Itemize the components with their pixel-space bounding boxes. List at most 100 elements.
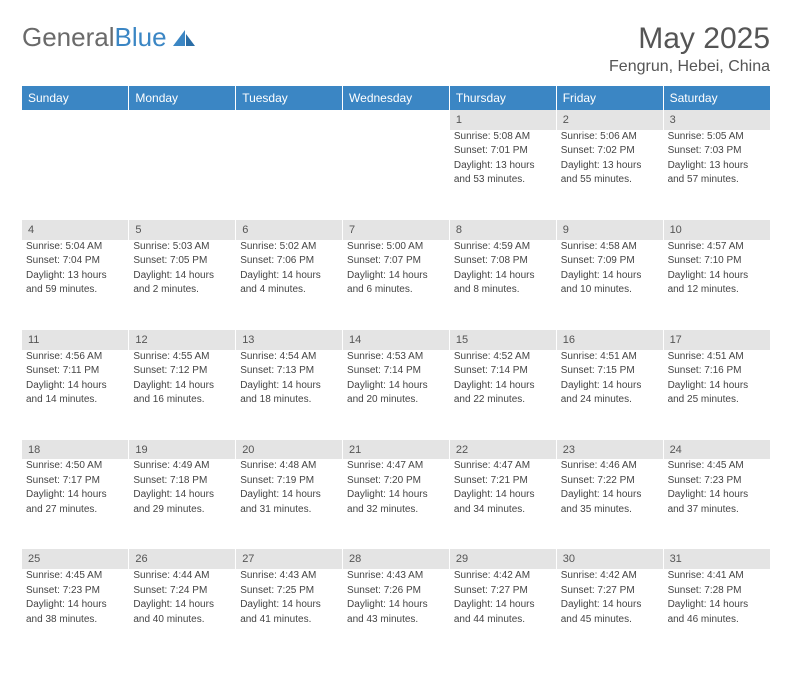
d2-text: and 59 minutes. xyxy=(26,283,124,297)
sunrise-text: Sunrise: 4:58 AM xyxy=(561,240,659,254)
day-number-cell: 31 xyxy=(663,549,770,569)
sunrise-text: Sunrise: 5:06 AM xyxy=(561,130,659,144)
day-number-cell: 17 xyxy=(663,330,770,350)
day-number-cell: 1 xyxy=(449,110,556,130)
d1-text: Daylight: 14 hours xyxy=(240,598,338,612)
d2-text: and 45 minutes. xyxy=(561,613,659,627)
day-info-cell: Sunrise: 4:45 AMSunset: 7:23 PMDaylight:… xyxy=(663,459,770,549)
sunset-text: Sunset: 7:04 PM xyxy=(26,254,124,268)
sunrise-text: Sunrise: 5:04 AM xyxy=(26,240,124,254)
day-info-cell: Sunrise: 4:46 AMSunset: 7:22 PMDaylight:… xyxy=(556,459,663,549)
sunrise-text: Sunrise: 4:43 AM xyxy=(240,569,338,583)
weekday-header: Sunday xyxy=(22,86,129,110)
day-number-cell: 5 xyxy=(129,220,236,240)
d1-text: Daylight: 14 hours xyxy=(561,379,659,393)
sunset-text: Sunset: 7:02 PM xyxy=(561,144,659,158)
d2-text: and 38 minutes. xyxy=(26,613,124,627)
d2-text: and 37 minutes. xyxy=(668,503,766,517)
sunset-text: Sunset: 7:22 PM xyxy=(561,474,659,488)
calendar-table: Sunday Monday Tuesday Wednesday Thursday… xyxy=(22,86,770,659)
sunset-text: Sunset: 7:17 PM xyxy=(26,474,124,488)
day-number-cell: 16 xyxy=(556,330,663,350)
day-number-cell: 6 xyxy=(236,220,343,240)
d2-text: and 14 minutes. xyxy=(26,393,124,407)
sunset-text: Sunset: 7:21 PM xyxy=(454,474,552,488)
sunset-text: Sunset: 7:23 PM xyxy=(668,474,766,488)
day-info-cell: Sunrise: 4:56 AMSunset: 7:11 PMDaylight:… xyxy=(22,350,129,440)
sunset-text: Sunset: 7:18 PM xyxy=(133,474,231,488)
sunset-text: Sunset: 7:06 PM xyxy=(240,254,338,268)
day-info-cell: Sunrise: 5:05 AMSunset: 7:03 PMDaylight:… xyxy=(663,130,770,220)
d2-text: and 32 minutes. xyxy=(347,503,445,517)
day-number-cell: 10 xyxy=(663,220,770,240)
sunset-text: Sunset: 7:27 PM xyxy=(561,584,659,598)
day-info-cell: Sunrise: 4:53 AMSunset: 7:14 PMDaylight:… xyxy=(343,350,450,440)
d2-text: and 44 minutes. xyxy=(454,613,552,627)
d1-text: Daylight: 13 hours xyxy=(668,159,766,173)
sunset-text: Sunset: 7:07 PM xyxy=(347,254,445,268)
day-info-cell: Sunrise: 4:44 AMSunset: 7:24 PMDaylight:… xyxy=(129,569,236,659)
d1-text: Daylight: 14 hours xyxy=(668,488,766,502)
d1-text: Daylight: 14 hours xyxy=(133,269,231,283)
calendar-page: GeneralBlue May 2025 Fengrun, Hebei, Chi… xyxy=(0,0,792,675)
day-number-cell: 3 xyxy=(663,110,770,130)
day-info-cell: Sunrise: 4:42 AMSunset: 7:27 PMDaylight:… xyxy=(449,569,556,659)
sunset-text: Sunset: 7:14 PM xyxy=(347,364,445,378)
day-info-cell: Sunrise: 5:00 AMSunset: 7:07 PMDaylight:… xyxy=(343,240,450,330)
weekday-header: Monday xyxy=(129,86,236,110)
d1-text: Daylight: 14 hours xyxy=(347,379,445,393)
day-number-cell: 29 xyxy=(449,549,556,569)
day-info-row: Sunrise: 5:08 AMSunset: 7:01 PMDaylight:… xyxy=(22,130,770,220)
d1-text: Daylight: 14 hours xyxy=(561,598,659,612)
d2-text: and 16 minutes. xyxy=(133,393,231,407)
d1-text: Daylight: 14 hours xyxy=(668,598,766,612)
day-number-cell: 20 xyxy=(236,440,343,460)
sunrise-text: Sunrise: 4:48 AM xyxy=(240,459,338,473)
day-number-cell: 2 xyxy=(556,110,663,130)
day-number-row: 123 xyxy=(22,110,770,130)
sunrise-text: Sunrise: 4:50 AM xyxy=(26,459,124,473)
day-info-row: Sunrise: 4:56 AMSunset: 7:11 PMDaylight:… xyxy=(22,350,770,440)
sunset-text: Sunset: 7:28 PM xyxy=(668,584,766,598)
weekday-header-row: Sunday Monday Tuesday Wednesday Thursday… xyxy=(22,86,770,110)
sunrise-text: Sunrise: 5:05 AM xyxy=(668,130,766,144)
sunrise-text: Sunrise: 4:51 AM xyxy=(561,350,659,364)
d2-text: and 43 minutes. xyxy=(347,613,445,627)
d2-text: and 2 minutes. xyxy=(133,283,231,297)
day-number-row: 11121314151617 xyxy=(22,330,770,350)
d1-text: Daylight: 14 hours xyxy=(454,269,552,283)
logo-text-general: General xyxy=(22,22,115,53)
day-number-cell: 4 xyxy=(22,220,129,240)
day-number-cell: 18 xyxy=(22,440,129,460)
d1-text: Daylight: 13 hours xyxy=(454,159,552,173)
sunrise-text: Sunrise: 5:00 AM xyxy=(347,240,445,254)
d1-text: Daylight: 14 hours xyxy=(454,379,552,393)
sunrise-text: Sunrise: 4:42 AM xyxy=(561,569,659,583)
sunrise-text: Sunrise: 5:03 AM xyxy=(133,240,231,254)
d1-text: Daylight: 14 hours xyxy=(240,269,338,283)
d1-text: Daylight: 14 hours xyxy=(347,488,445,502)
d1-text: Daylight: 14 hours xyxy=(454,598,552,612)
d2-text: and 25 minutes. xyxy=(668,393,766,407)
day-info-cell: Sunrise: 4:51 AMSunset: 7:15 PMDaylight:… xyxy=(556,350,663,440)
day-info-cell: Sunrise: 4:41 AMSunset: 7:28 PMDaylight:… xyxy=(663,569,770,659)
d2-text: and 34 minutes. xyxy=(454,503,552,517)
day-number-cell: 27 xyxy=(236,549,343,569)
day-info-row: Sunrise: 4:45 AMSunset: 7:23 PMDaylight:… xyxy=(22,569,770,659)
sunrise-text: Sunrise: 4:57 AM xyxy=(668,240,766,254)
sunset-text: Sunset: 7:01 PM xyxy=(454,144,552,158)
day-info-cell xyxy=(22,130,129,220)
d1-text: Daylight: 13 hours xyxy=(26,269,124,283)
d2-text: and 22 minutes. xyxy=(454,393,552,407)
sunrise-text: Sunrise: 4:43 AM xyxy=(347,569,445,583)
day-info-cell xyxy=(129,130,236,220)
day-number-cell xyxy=(236,110,343,130)
page-header: GeneralBlue May 2025 Fengrun, Hebei, Chi… xyxy=(22,22,770,76)
day-info-cell: Sunrise: 5:08 AMSunset: 7:01 PMDaylight:… xyxy=(449,130,556,220)
d1-text: Daylight: 14 hours xyxy=(668,269,766,283)
sunrise-text: Sunrise: 5:02 AM xyxy=(240,240,338,254)
sunrise-text: Sunrise: 4:46 AM xyxy=(561,459,659,473)
sunrise-text: Sunrise: 4:52 AM xyxy=(454,350,552,364)
sunrise-text: Sunrise: 4:53 AM xyxy=(347,350,445,364)
day-info-cell: Sunrise: 4:51 AMSunset: 7:16 PMDaylight:… xyxy=(663,350,770,440)
